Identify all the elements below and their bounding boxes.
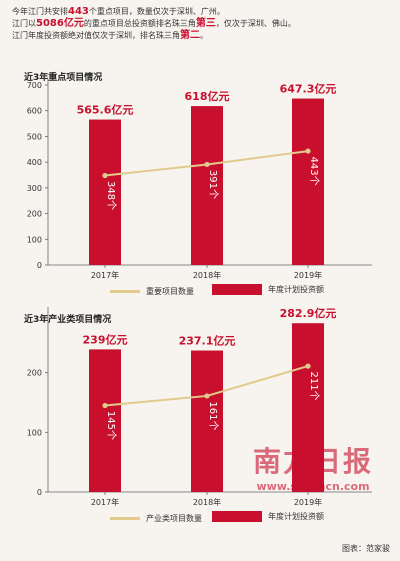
legend-1-bar: 年度计划投资额 <box>212 284 324 295</box>
watermark: 南方日报 www.southcn.com <box>238 440 388 493</box>
y-tick-label: 500 <box>27 132 42 141</box>
x-tick-label: 2018年 <box>193 270 221 280</box>
y-tick-label: 100 <box>27 428 42 437</box>
bar-value-label: 282.9亿元 <box>280 306 337 320</box>
watermark-url: www.southcn.com <box>256 480 370 493</box>
highlight-number: 5086亿元 <box>36 18 84 29</box>
line-value-label: 161个 <box>207 401 219 430</box>
legend-line-swatch <box>110 290 140 293</box>
y-tick-label: 200 <box>27 369 42 378</box>
chart-1-title: 近3年重点项目情况 <box>24 73 103 83</box>
x-tick-label: 2017年 <box>91 497 119 507</box>
line-point <box>305 363 311 369</box>
line-point <box>204 161 210 168</box>
x-tick-label: 2019年 <box>294 497 322 507</box>
intro-line-2: 江门以5086亿元的重点项目总投资额排名珠三角第三，仅次于深圳、佛山。 <box>12 18 392 30</box>
intro-text: 今年江门共安排443个重点项目，数量仅次于深圳、广州。 江门以5086亿元的重点… <box>12 6 392 42</box>
intro-text-segment: 江门年度投资额绝对值仅次于深圳，排名珠三角 <box>12 31 180 40</box>
bar <box>191 350 223 492</box>
credit: 图表：范家骏 <box>342 544 390 553</box>
intro-line-1: 今年江门共安排443个重点项目，数量仅次于深圳、广州。 <box>12 6 392 18</box>
intro-line-3: 江门年度投资额绝对值仅次于深圳，排名珠三角第二。 <box>12 30 392 42</box>
x-tick-label: 2019年 <box>294 270 322 280</box>
x-tick-label: 2017年 <box>91 270 119 280</box>
line-point <box>305 148 311 154</box>
bar-value-label: 618亿元 <box>185 89 230 103</box>
y-tick-label: 700 <box>27 81 42 90</box>
bar <box>191 106 223 265</box>
y-tick-label: 0 <box>37 488 42 497</box>
line-point <box>204 393 210 399</box>
y-tick-label: 0 <box>37 261 42 270</box>
legend-label: 重要项目数量 <box>146 287 194 296</box>
y-tick-label: 600 <box>27 107 42 116</box>
bar <box>89 349 121 492</box>
line-value-label: 443个 <box>308 157 320 186</box>
bar <box>292 323 324 492</box>
legend-bar-swatch <box>212 511 262 522</box>
legend-label: 年度计划投资额 <box>268 512 324 521</box>
highlight-number: 443 <box>68 6 89 17</box>
bar-value-label: 237.1亿元 <box>179 334 236 348</box>
y-tick-label: 400 <box>27 158 42 167</box>
intro-text-segment: 江门以 <box>12 19 36 28</box>
chart-2-title: 近3年产业类项目情况 <box>24 315 112 325</box>
intro-text-segment: 。 <box>200 31 208 40</box>
line-point <box>102 402 108 409</box>
highlight-rank: 第三 <box>195 18 216 29</box>
line-value-label: 211个 <box>308 372 320 401</box>
bar <box>89 119 121 265</box>
intro-text-segment: 个重点项目，数量仅次于深圳、广州。 <box>88 7 225 16</box>
watermark-logo: 南方日报 <box>252 445 373 478</box>
bar-value-label: 565.6亿元 <box>77 103 134 117</box>
legend-2-bar: 年度计划投资额 <box>212 511 324 522</box>
line-point <box>102 172 108 179</box>
legend-line-swatch <box>110 517 140 520</box>
intro-text-segment: ，仅次于深圳、佛山。 <box>215 19 296 28</box>
bar-value-label: 647.3亿元 <box>280 82 337 96</box>
bar-value-label: 239亿元 <box>83 332 128 346</box>
intro-text-segment: 今年江门共安排 <box>12 7 68 16</box>
intro-text-segment: 的重点项目总投资额排名珠三角 <box>83 19 196 28</box>
y-tick-label: 100 <box>27 235 42 244</box>
x-tick-label: 2018年 <box>193 497 221 507</box>
y-tick-label: 300 <box>27 184 42 193</box>
legend-1-line: 重要项目数量 <box>110 286 194 297</box>
line-value-label: 145个 <box>105 411 117 440</box>
y-tick-label: 200 <box>27 210 42 219</box>
legend-bar-swatch <box>212 284 262 295</box>
line-value-label: 391个 <box>207 170 219 199</box>
bar <box>292 98 324 266</box>
line-value-label: 348个 <box>105 181 117 210</box>
legend-label: 产业类项目数量 <box>146 514 202 523</box>
legend-2-line: 产业类项目数量 <box>110 513 202 524</box>
highlight-rank: 第二 <box>180 30 200 41</box>
legend-label: 年度计划投资额 <box>268 285 324 294</box>
